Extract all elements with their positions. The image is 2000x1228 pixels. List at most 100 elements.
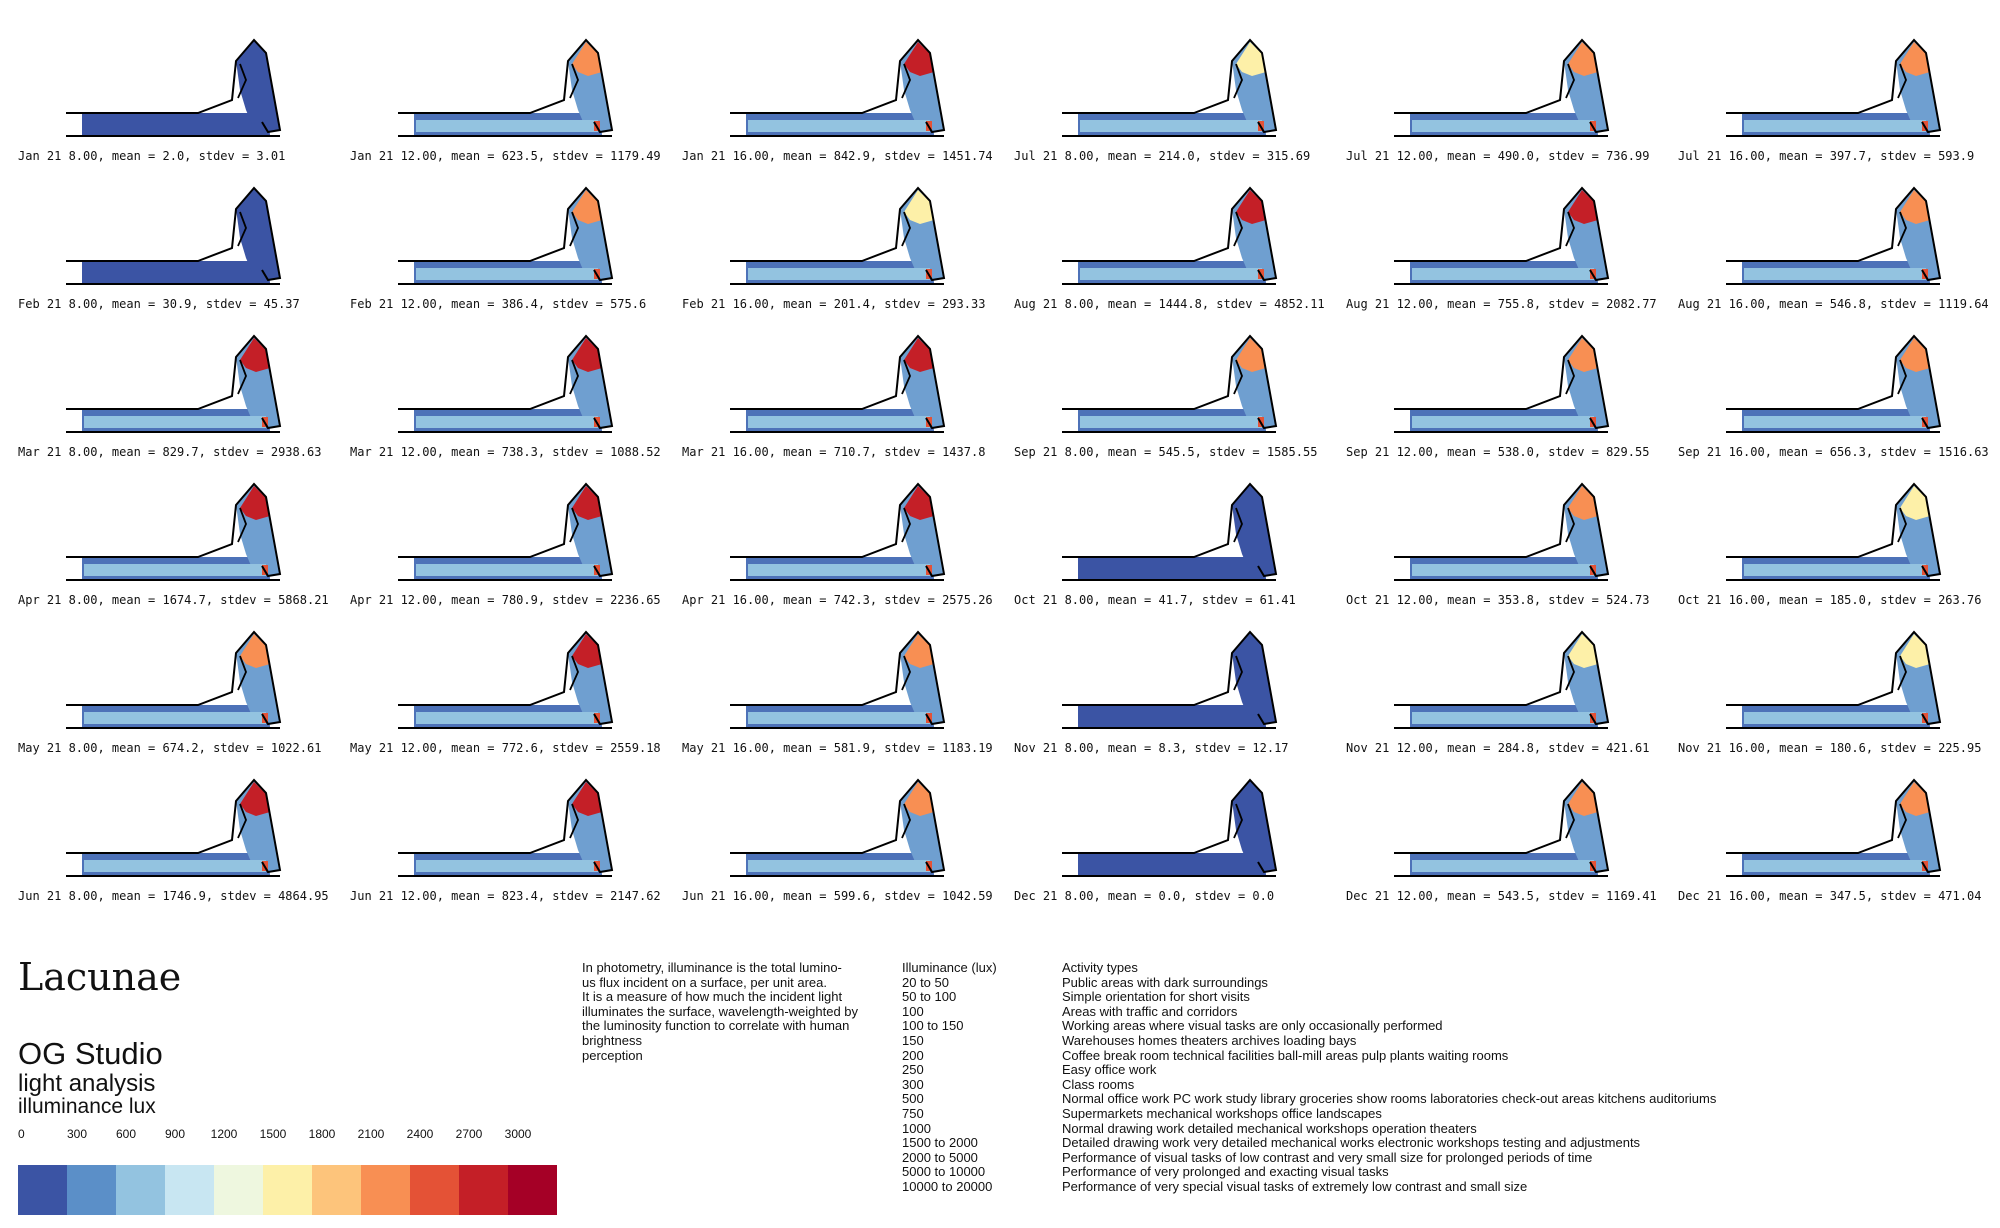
section-illuminance-diagram <box>1062 38 1278 137</box>
illuminance-map-cell: Apr 21 16.00, mean = 742.3, stdev = 2575… <box>664 464 994 612</box>
illuminance-map-cell: Dec 21 16.00, mean = 347.5, stdev = 471.… <box>1660 760 1990 908</box>
section-illuminance-diagram <box>1726 778 1942 877</box>
section-illuminance-diagram <box>398 482 614 581</box>
section-inner-line <box>901 359 911 395</box>
section-illuminance-diagram <box>1394 630 1610 729</box>
description-line: brightness <box>582 1032 642 1048</box>
illuminance-map-cell: Aug 21 12.00, mean = 755.8, stdev = 2082… <box>1328 168 1658 316</box>
section-illuminance-diagram <box>1726 630 1942 729</box>
scale-tick-label: 300 <box>66 1127 88 1141</box>
section-outline <box>1726 186 1942 282</box>
tower-zone <box>236 40 280 132</box>
scale-swatch <box>263 1165 312 1215</box>
section-inner-line <box>901 211 911 247</box>
subtitle-light-analysis: light analysis <box>18 1070 156 1097</box>
section-inner-line <box>569 63 579 99</box>
brand-block: Lacunae OG Studio light analysis illumin… <box>18 955 557 1215</box>
activity-type: Normal office work PC work study library… <box>1062 1091 1717 1107</box>
illuminance-value: 100 to 150 <box>902 1018 964 1034</box>
floor-zone <box>1078 705 1266 727</box>
section-inner-line <box>1897 359 1907 395</box>
floor-light-band <box>748 564 930 576</box>
illuminance-value: 5000 to 10000 <box>902 1164 986 1180</box>
section-illuminance-diagram <box>730 630 946 729</box>
floor-light-band <box>1744 416 1926 428</box>
header-activity: Activity types <box>1062 960 1138 975</box>
illuminance-value: 150 <box>902 1032 924 1048</box>
description-line: the luminosity function to correlate wit… <box>582 1018 850 1034</box>
floor-light-band <box>1080 268 1262 280</box>
section-outline <box>1062 778 1278 874</box>
illuminance-value: 2000 to 5000 <box>902 1149 978 1165</box>
floor-zone <box>82 113 270 135</box>
section-outline <box>1394 778 1610 874</box>
scale-swatch <box>18 1165 67 1215</box>
illuminance-value: 750 <box>902 1105 924 1121</box>
section-illuminance-diagram <box>66 186 282 285</box>
floor-zone <box>1078 557 1266 579</box>
section-illuminance-diagram <box>398 630 614 729</box>
color-scale-bar <box>18 1165 557 1215</box>
illuminance-map-cell: Sep 21 12.00, mean = 538.0, stdev = 829.… <box>1328 316 1658 464</box>
section-outline <box>1726 38 1942 134</box>
section-illuminance-diagram <box>66 630 282 729</box>
map-caption: Feb 21 8.00, mean = 30.9, stdev = 45.37 <box>18 297 300 311</box>
illuminance-map-cell: Mar 21 16.00, mean = 710.7, stdev = 1437… <box>664 316 994 464</box>
map-caption: Aug 21 8.00, mean = 1444.8, stdev = 4852… <box>1014 297 1325 311</box>
floor-light-band <box>1080 120 1262 132</box>
section-illuminance-diagram <box>1062 630 1278 729</box>
illuminance-value: 1500 to 2000 <box>902 1135 978 1151</box>
map-caption: Oct 21 8.00, mean = 41.7, stdev = 61.41 <box>1014 593 1296 607</box>
floor-light-band <box>84 416 266 428</box>
illuminance-map-cell: Apr 21 8.00, mean = 1674.7, stdev = 5868… <box>0 464 330 612</box>
floor-light-band <box>748 268 930 280</box>
scale-swatch <box>214 1165 263 1215</box>
section-illuminance-diagram <box>1062 482 1278 581</box>
illuminance-map-cell: Aug 21 16.00, mean = 546.8, stdev = 1119… <box>1660 168 1990 316</box>
scale-tick-label: 3000 <box>504 1127 532 1141</box>
map-caption: Mar 21 8.00, mean = 829.7, stdev = 2938.… <box>18 445 322 459</box>
illuminance-value: 250 <box>902 1062 924 1078</box>
activity-type: Areas with traffic and corridors <box>1062 1003 1238 1019</box>
illuminance-map-cell: Dec 21 8.00, mean = 0.0, stdev = 0.0 <box>996 760 1326 908</box>
section-outline <box>1062 38 1278 134</box>
map-caption: Oct 21 12.00, mean = 353.8, stdev = 524.… <box>1346 593 1650 607</box>
illuminance-value: 10000 to 20000 <box>902 1178 993 1194</box>
description-line: illuminates the surface, wavelength-weig… <box>582 1003 859 1019</box>
illuminance-value: 20 to 50 <box>902 974 949 990</box>
tower-zone <box>1232 484 1276 576</box>
illuminance-map-cell: Jun 21 12.00, mean = 823.4, stdev = 2147… <box>332 760 662 908</box>
section-outline <box>398 778 614 874</box>
section-inner-line <box>1233 63 1243 99</box>
tower-zone <box>1232 632 1276 724</box>
illuminance-map-cell: Nov 21 12.00, mean = 284.8, stdev = 421.… <box>1328 612 1658 760</box>
table-row: 500 Normal office work PC work study libr… <box>902 1092 1716 1107</box>
section-illuminance-diagram <box>398 778 614 877</box>
floor-light-band <box>748 120 930 132</box>
scale-swatch <box>312 1165 361 1215</box>
scale-tick-label: 1200 <box>210 1127 238 1141</box>
floor-light-band <box>1412 268 1594 280</box>
scale-tick-label: 0 <box>18 1127 25 1141</box>
section-inner-line <box>1897 63 1907 99</box>
floor-light-band <box>1412 860 1594 872</box>
floor-light-band <box>416 564 598 576</box>
section-inner-line <box>237 655 247 691</box>
illuminance-map-cell: Mar 21 8.00, mean = 829.7, stdev = 2938.… <box>0 316 330 464</box>
section-illuminance-diagram <box>398 186 614 285</box>
scale-tick-label: 1500 <box>259 1127 287 1141</box>
map-caption: Jun 21 12.00, mean = 823.4, stdev = 2147… <box>350 889 661 903</box>
floor-light-band <box>84 860 266 872</box>
section-outline <box>398 482 614 578</box>
map-caption: Sep 21 12.00, mean = 538.0, stdev = 829.… <box>1346 445 1650 459</box>
section-illuminance-diagram <box>730 334 946 433</box>
table-row: 1000 Normal drawing work detailed mechani… <box>902 1121 1716 1137</box>
illuminance-map-cell: Nov 21 8.00, mean = 8.3, stdev = 12.17 <box>996 612 1326 760</box>
illuminance-map-cell: Feb 21 16.00, mean = 201.4, stdev = 293.… <box>664 168 994 316</box>
section-illuminance-diagram <box>66 778 282 877</box>
table-row: 1500 to 2000 Detailed drawing work very d… <box>902 1136 1716 1151</box>
map-caption: Dec 21 16.00, mean = 347.5, stdev = 471.… <box>1678 889 1982 903</box>
project-title: Lacunae <box>18 955 182 999</box>
map-caption: Mar 21 12.00, mean = 738.3, stdev = 1088… <box>350 445 661 459</box>
section-inner-line <box>901 803 911 839</box>
